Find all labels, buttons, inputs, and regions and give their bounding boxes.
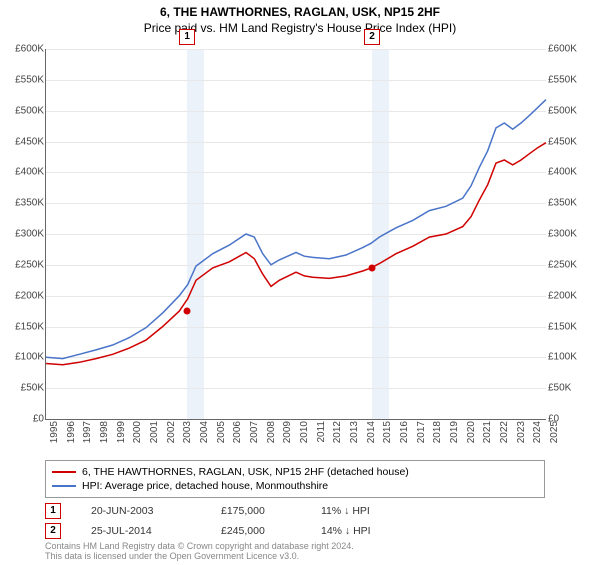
y-axis-label-right: £150K <box>548 321 588 332</box>
x-axis-label: 1997 <box>82 421 93 451</box>
x-axis-label: 1998 <box>99 421 110 451</box>
chart-subtitle: Price paid vs. HM Land Registry's House … <box>0 21 600 35</box>
sale-marker-box: 2 <box>364 29 380 45</box>
x-axis-label: 2006 <box>232 421 243 451</box>
x-axis-label: 2013 <box>349 421 360 451</box>
y-axis-label-right: £500K <box>548 105 588 116</box>
x-axis-label: 2015 <box>382 421 393 451</box>
sale-date: 25-JUL-2014 <box>91 525 191 537</box>
sale-marker-dot <box>369 264 376 271</box>
sale-marker-box: 1 <box>179 29 195 45</box>
x-axis-label: 2002 <box>166 421 177 451</box>
legend-item: HPI: Average price, detached house, Monm… <box>52 479 538 493</box>
legend-swatch <box>52 471 76 473</box>
y-axis-label: £200K <box>4 290 44 301</box>
sale-marker-dot <box>184 308 191 315</box>
x-axis-label: 2014 <box>366 421 377 451</box>
x-axis-label: 2007 <box>249 421 260 451</box>
x-axis-label: 2010 <box>299 421 310 451</box>
sale-marker-ref: 1 <box>45 503 61 519</box>
x-axis-label: 2011 <box>316 421 327 451</box>
y-axis-label: £250K <box>4 259 44 270</box>
x-axis-label: 2001 <box>149 421 160 451</box>
footnote-line: Contains HM Land Registry data © Crown c… <box>45 541 354 551</box>
x-axis-label: 2018 <box>432 421 443 451</box>
sale-price: £245,000 <box>221 525 291 537</box>
y-axis-label: £50K <box>4 383 44 394</box>
x-axis-label: 2012 <box>332 421 343 451</box>
y-axis-label-right: £100K <box>548 352 588 363</box>
y-axis-label: £150K <box>4 321 44 332</box>
sale-row: 1 20-JUN-2003 £175,000 11% ↓ HPI <box>45 501 391 521</box>
y-axis-label-right: £550K <box>548 74 588 85</box>
y-axis-label-right: £50K <box>548 383 588 394</box>
y-axis-label: £500K <box>4 105 44 116</box>
x-axis-label: 2003 <box>182 421 193 451</box>
footnote-line: This data is licensed under the Open Gov… <box>45 551 354 561</box>
x-axis-label: 2004 <box>199 421 210 451</box>
y-axis-label-right: £200K <box>548 290 588 301</box>
x-axis-label: 2023 <box>516 421 527 451</box>
x-axis-label: 2021 <box>482 421 493 451</box>
y-axis-label-right: £350K <box>548 198 588 209</box>
chart-container: 6, THE HAWTHORNES, RAGLAN, USK, NP15 2HF… <box>0 5 600 565</box>
sale-date: 20-JUN-2003 <box>91 505 191 517</box>
legend-label: HPI: Average price, detached house, Monm… <box>82 480 328 492</box>
x-axis-label: 2025 <box>549 421 560 451</box>
sales-table: 1 20-JUN-2003 £175,000 11% ↓ HPI 2 25-JUL-201… <box>45 501 391 541</box>
x-axis-label: 2022 <box>499 421 510 451</box>
x-axis-label: 2024 <box>532 421 543 451</box>
y-axis-label: £100K <box>4 352 44 363</box>
line-series-svg <box>46 49 546 419</box>
chart-legend: 6, THE HAWTHORNES, RAGLAN, USK, NP15 2HF… <box>45 460 545 498</box>
x-axis-label: 1996 <box>66 421 77 451</box>
footnote: Contains HM Land Registry data © Crown c… <box>45 541 354 562</box>
y-axis-label-right: £400K <box>548 167 588 178</box>
x-axis-label: 2016 <box>399 421 410 451</box>
x-axis-label: 2008 <box>266 421 277 451</box>
y-axis-label: £300K <box>4 229 44 240</box>
y-axis-label: £350K <box>4 198 44 209</box>
x-axis-label: 2009 <box>282 421 293 451</box>
chart-title: 6, THE HAWTHORNES, RAGLAN, USK, NP15 2HF <box>0 5 600 19</box>
legend-label: 6, THE HAWTHORNES, RAGLAN, USK, NP15 2HF… <box>82 466 409 478</box>
y-axis-label-right: £600K <box>548 44 588 55</box>
x-axis-label: 1999 <box>116 421 127 451</box>
y-axis-label: £0 <box>4 414 44 425</box>
chart-plot-area: £0£0£50K£50K£100K£100K£150K£150K£200K£20… <box>45 49 546 420</box>
x-axis-label: 2000 <box>132 421 143 451</box>
series-line <box>46 100 546 359</box>
sale-hpi-delta: 14% ↓ HPI <box>321 525 391 537</box>
x-axis-label: 1995 <box>49 421 60 451</box>
y-axis-label-right: £450K <box>548 136 588 147</box>
x-axis-label: 2020 <box>466 421 477 451</box>
legend-item: 6, THE HAWTHORNES, RAGLAN, USK, NP15 2HF… <box>52 465 538 479</box>
y-axis-label: £600K <box>4 44 44 55</box>
y-axis-label: £550K <box>4 74 44 85</box>
sale-marker-ref: 2 <box>45 523 61 539</box>
y-axis-label: £450K <box>4 136 44 147</box>
x-axis-label: 2019 <box>449 421 460 451</box>
series-line <box>46 143 546 365</box>
y-axis-label: £400K <box>4 167 44 178</box>
x-axis-label: 2017 <box>416 421 427 451</box>
sale-row: 2 25-JUL-2014 £245,000 14% ↓ HPI <box>45 521 391 541</box>
y-axis-label-right: £300K <box>548 229 588 240</box>
x-axis-label: 2005 <box>216 421 227 451</box>
y-axis-label-right: £250K <box>548 259 588 270</box>
legend-swatch <box>52 485 76 487</box>
sale-price: £175,000 <box>221 505 291 517</box>
sale-hpi-delta: 11% ↓ HPI <box>321 505 391 517</box>
